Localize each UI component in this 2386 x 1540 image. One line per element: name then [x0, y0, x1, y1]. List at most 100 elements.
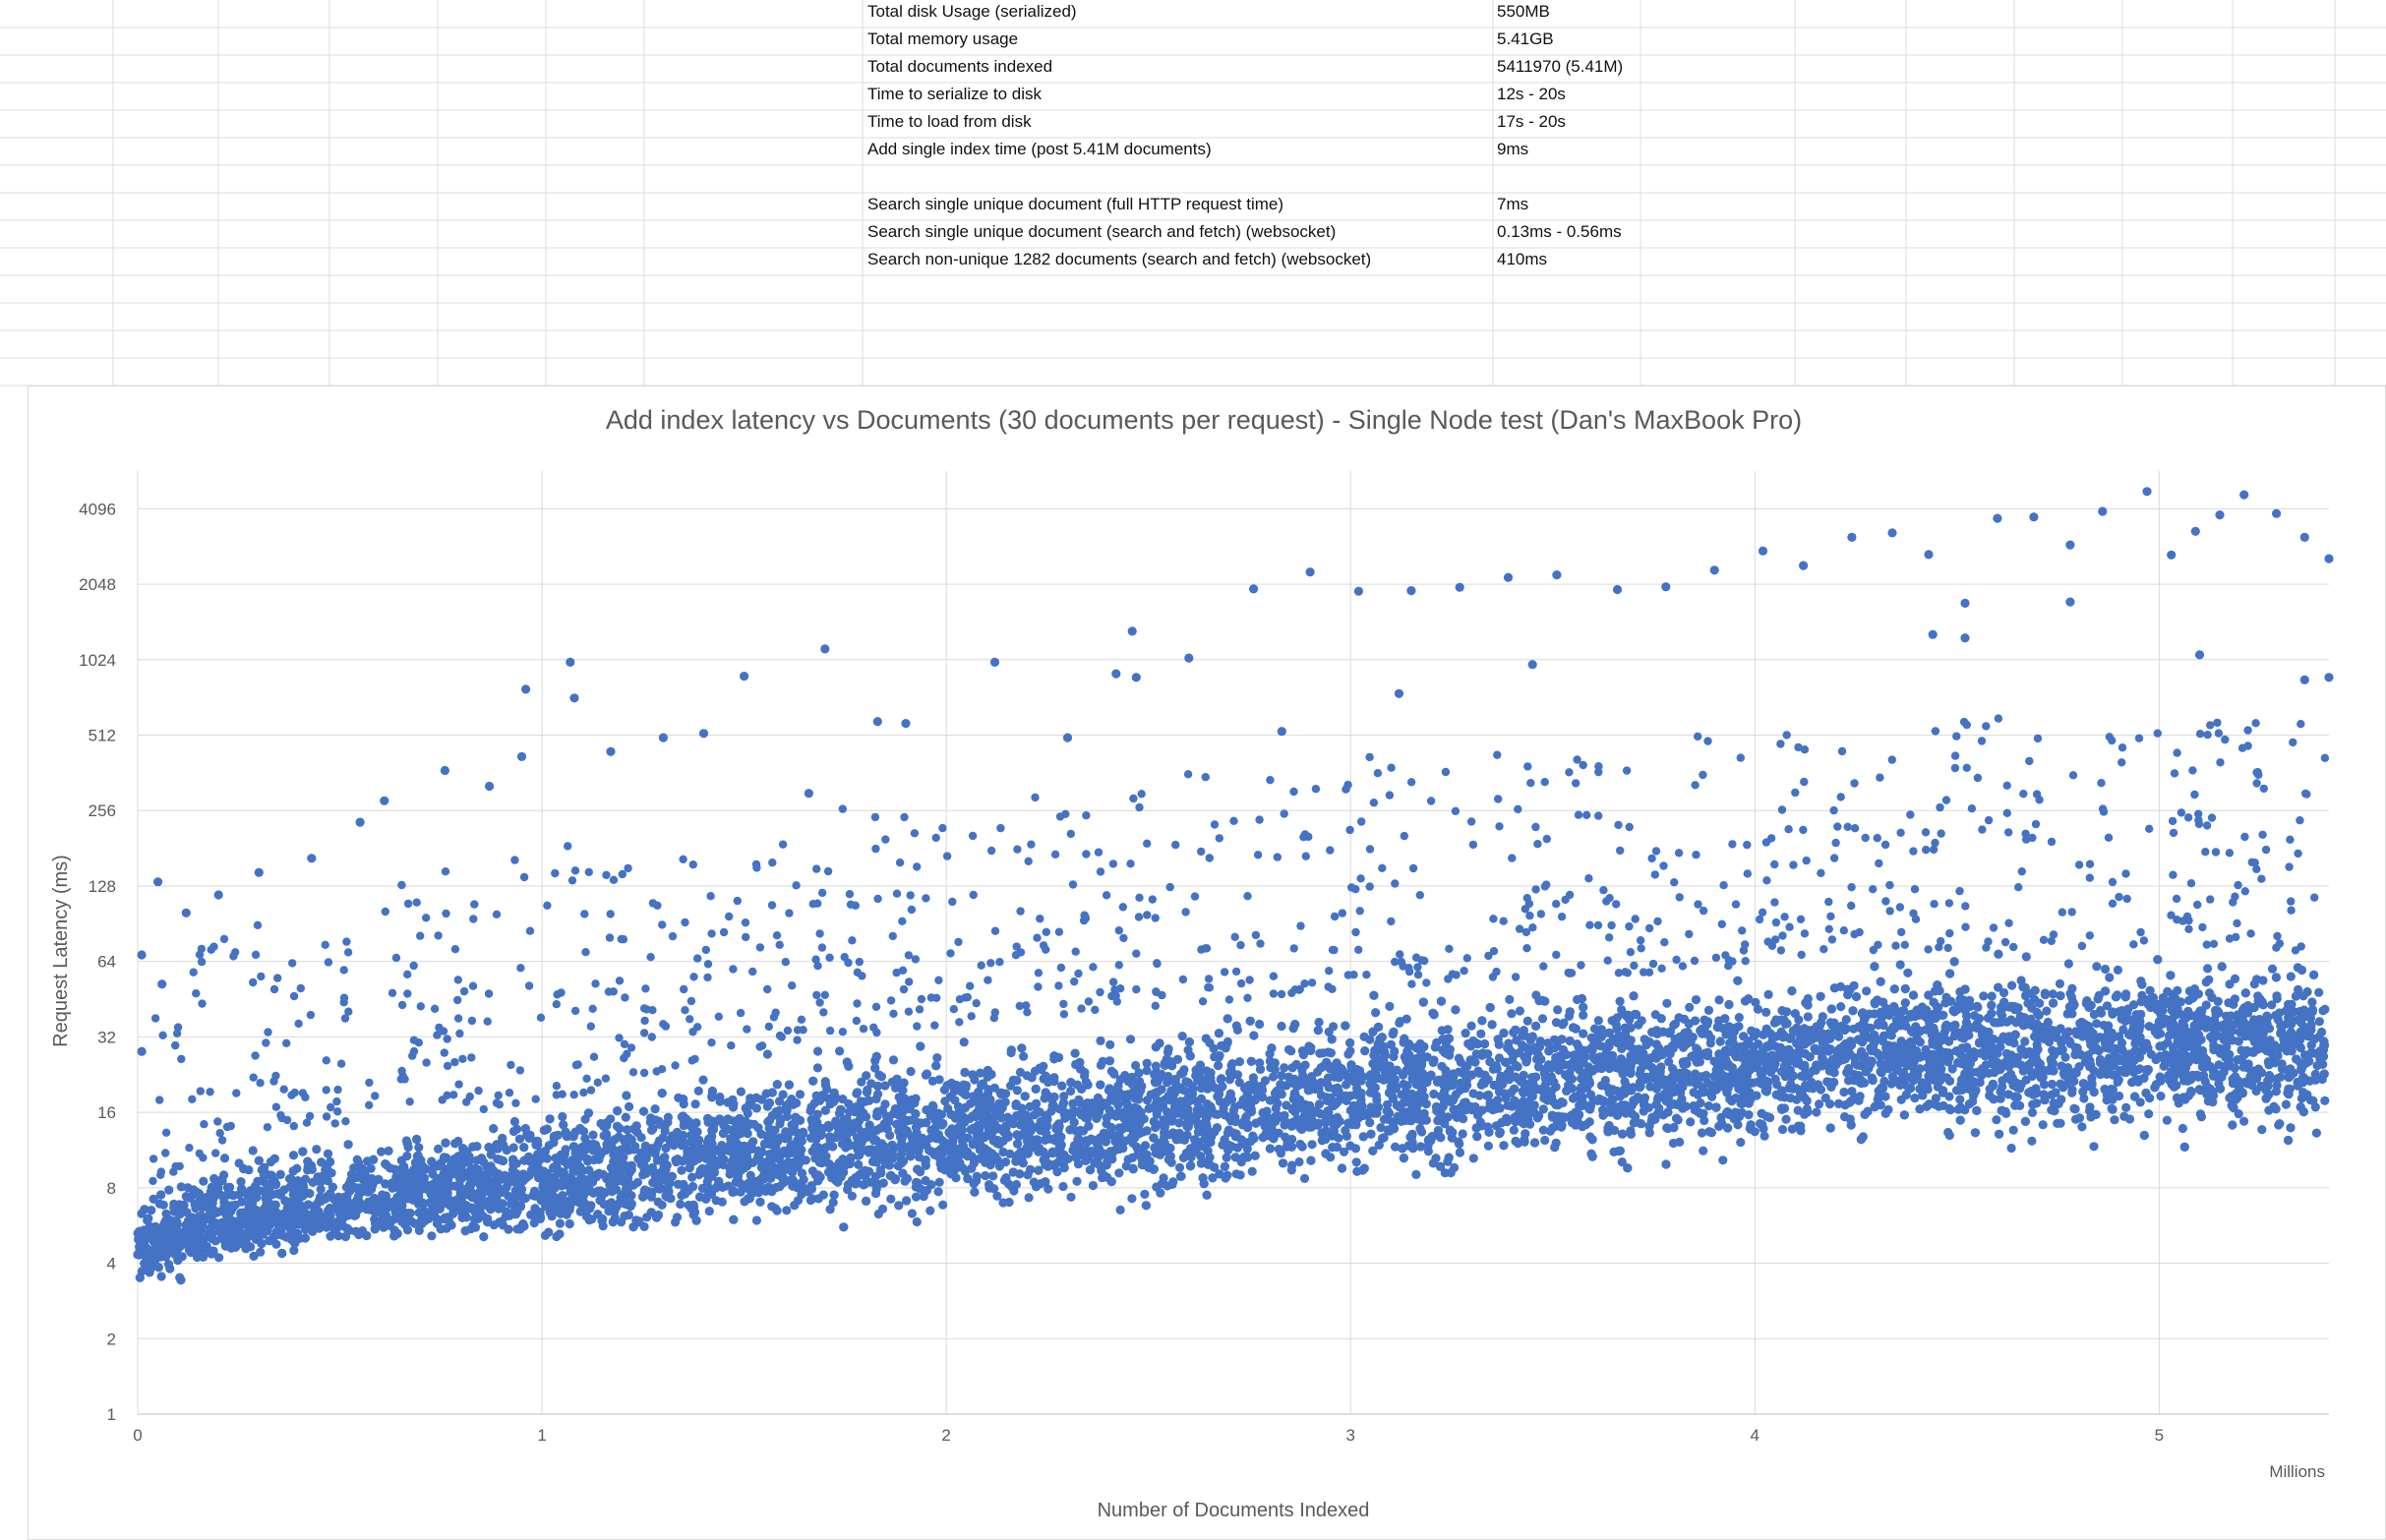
scatter-point: [1294, 1156, 1304, 1167]
scatter-point: [2077, 1122, 2087, 1132]
scatter-point: [828, 1198, 838, 1208]
scatter-point: [1376, 1123, 1386, 1133]
scatter-point: [934, 1177, 944, 1187]
scatter-point: [857, 1077, 866, 1087]
scatter-point: [1307, 1140, 1317, 1150]
scatter-point: [1668, 1138, 1678, 1149]
scatter-point: [1803, 993, 1813, 1004]
stat-value: 7ms: [1497, 195, 1529, 213]
scatter-point: [2105, 973, 2115, 982]
scatter-point: [1088, 1180, 1098, 1191]
scatter-point: [911, 1192, 922, 1202]
scatter-point: [1593, 1016, 1603, 1026]
scatter-point: [2055, 978, 2064, 989]
scatter-point: [1777, 1124, 1788, 1135]
scatter-point: [984, 1183, 994, 1193]
scatter-point: [417, 1218, 427, 1228]
stat-label: Total documents indexed: [867, 57, 1053, 76]
scatter-point: [812, 1063, 823, 1073]
scatter-point: [209, 1173, 219, 1184]
scatter-point: [1558, 1020, 1568, 1030]
scatter-point: [621, 1112, 630, 1122]
scatter-point: [1700, 1115, 1709, 1126]
stat-label: Time to load from disk: [867, 112, 1032, 131]
scatter-point: [782, 1206, 792, 1215]
scatter-point: [1866, 1023, 1876, 1033]
scatter-point: [2208, 1035, 2218, 1045]
scatter-point: [2027, 1107, 2038, 1117]
scatter-point: [698, 1075, 708, 1085]
scatter-point: [2078, 1087, 2088, 1096]
stat-label: Time to serialize to disk: [867, 85, 1042, 103]
stat-value: 410ms: [1497, 250, 1548, 268]
scatter-point: [1247, 1166, 1257, 1176]
stat-value: 0.13ms - 0.56ms: [1497, 222, 1622, 241]
scatter-point: [2043, 1017, 2053, 1028]
scatter-point: [1736, 1138, 1746, 1148]
scatter-point: [1910, 1094, 1920, 1103]
scatter-point: [2110, 1115, 2119, 1125]
scatter-point: [2137, 979, 2147, 989]
scatter-point: [940, 1096, 950, 1106]
scatter-point: [2067, 1085, 2077, 1095]
scatter-point: [1880, 1092, 1890, 1101]
scatter-point: [1734, 1013, 1744, 1023]
scatter-point: [1156, 1188, 1165, 1198]
scatter-point: [2007, 980, 2017, 990]
scatter-point: [1792, 1095, 1802, 1104]
scatter-point: [199, 1176, 209, 1186]
scatter-point: [959, 1037, 969, 1047]
scatter-point: [2048, 989, 2058, 999]
scatter-point: [1458, 1129, 1467, 1139]
scatter-point: [588, 1130, 598, 1140]
scatter-point: [938, 1200, 948, 1210]
scatter-point: [2314, 987, 2324, 997]
scatter-point: [2183, 1006, 2193, 1016]
scatter-point: [2231, 1072, 2240, 1082]
scatter-point: [2060, 1052, 2070, 1062]
scatter-point: [1012, 1086, 1022, 1096]
scatter-point: [1558, 1044, 1569, 1055]
scatter-point: [1707, 1080, 1717, 1090]
scatter-point: [1565, 1036, 1575, 1046]
scatter-point: [1903, 968, 1913, 977]
scatter-point: [1176, 1171, 1186, 1181]
scatter-point: [2062, 1009, 2072, 1019]
scatter-point: [1280, 1063, 1289, 1073]
scatter-point: [1052, 1167, 1062, 1177]
scatter-point: [1066, 1192, 1076, 1202]
scatter-point: [176, 1182, 186, 1192]
scatter-point: [508, 1143, 518, 1153]
scatter-point: [1174, 1162, 1185, 1172]
chart-container[interactable]: [28, 385, 2386, 1540]
stat-value: 550MB: [1497, 2, 1550, 21]
stat-label: Total memory usage: [867, 30, 1019, 48]
scatter-point: [676, 1199, 686, 1210]
scatter-point: [981, 1170, 990, 1181]
scatter-point: [2096, 1008, 2107, 1018]
scatter-point: [2318, 1006, 2328, 1016]
scatter-point: [2156, 1092, 2166, 1101]
scatter-point: [414, 1225, 424, 1235]
scatter-point: [775, 1119, 785, 1129]
scatter-point: [2092, 1019, 2102, 1029]
scatter-point: [2118, 1045, 2127, 1055]
scatter-point: [1763, 989, 1773, 1000]
scatter-point: [271, 1239, 281, 1249]
scatter-point: [1218, 1082, 1227, 1092]
scatter-point: [2027, 1136, 2037, 1146]
scatter-point: [508, 1126, 519, 1137]
scatter-point: [1385, 1001, 1395, 1011]
stat-label: Search single unique document (full HTTP…: [867, 195, 1283, 213]
scatter-point: [764, 1123, 774, 1133]
scatter-point: [1803, 1012, 1813, 1022]
scatter-point: [736, 1087, 746, 1096]
scatter-point: [1718, 1155, 1728, 1165]
scatter-point: [1944, 1130, 1954, 1141]
scatter-point: [2277, 1059, 2287, 1069]
scatter-point: [1489, 1080, 1499, 1091]
scatter-point: [2021, 952, 2031, 962]
scatter-point: [492, 1140, 502, 1150]
stat-label: Search single unique document (search an…: [867, 222, 1337, 241]
